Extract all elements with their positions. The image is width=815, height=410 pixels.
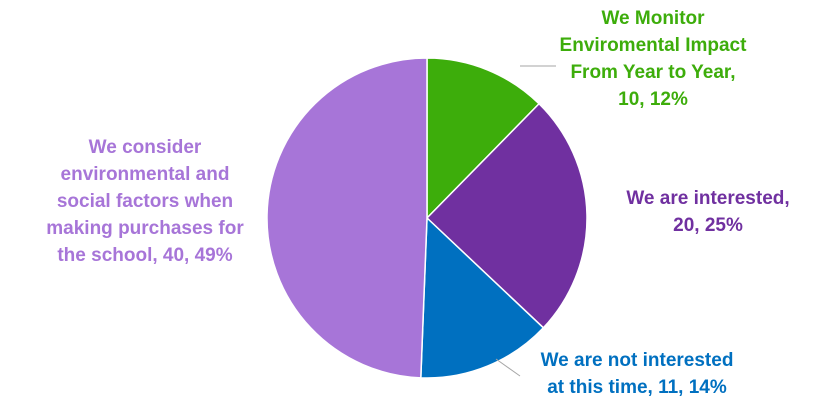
slice-label-consider-line-2: environmental and <box>60 164 230 185</box>
slice-label-interested-line-1: We are interested, <box>626 188 790 209</box>
pie-slice-monitor <box>426 57 541 220</box>
pie-slices <box>266 57 588 379</box>
slice-label-monitor-line-1: We Monitor <box>601 8 705 29</box>
slice-label-not-interested-line-1: We are not interested <box>540 350 734 371</box>
pie-slice-interested <box>425 102 588 329</box>
slice-label-interested-line-2: 20, 25% <box>673 215 743 236</box>
slice-label-monitor-line-3: From Year to Year, <box>570 62 736 83</box>
slice-label-consider-line-5: the school, 40, 49% <box>57 245 233 266</box>
slice-label-consider-line-4: making purchases for <box>46 218 244 239</box>
leader-line-not-interested <box>495 358 521 377</box>
pie-slice-consider <box>266 57 428 379</box>
slice-label-monitor-line-2: Enviromental Impact <box>559 35 747 56</box>
leader-lines <box>495 65 556 377</box>
pie-slice-not-interested <box>420 216 545 379</box>
slice-label-not-interested: We are not interested at this time, 11, … <box>512 347 762 401</box>
slice-label-consider-line-3: social factors when <box>56 191 234 212</box>
slice-label-interested: We are interested, 20, 25% <box>598 185 815 239</box>
slice-label-consider: We consider environmental and social fac… <box>25 134 265 269</box>
slice-label-not-interested-line-2: at this time, 11, 14% <box>547 377 727 398</box>
slice-label-consider-line-1: We consider <box>88 137 202 158</box>
slice-label-monitor: We Monitor Enviromental Impact From Year… <box>548 5 758 113</box>
slice-label-monitor-line-4: 10, 12% <box>618 89 688 110</box>
